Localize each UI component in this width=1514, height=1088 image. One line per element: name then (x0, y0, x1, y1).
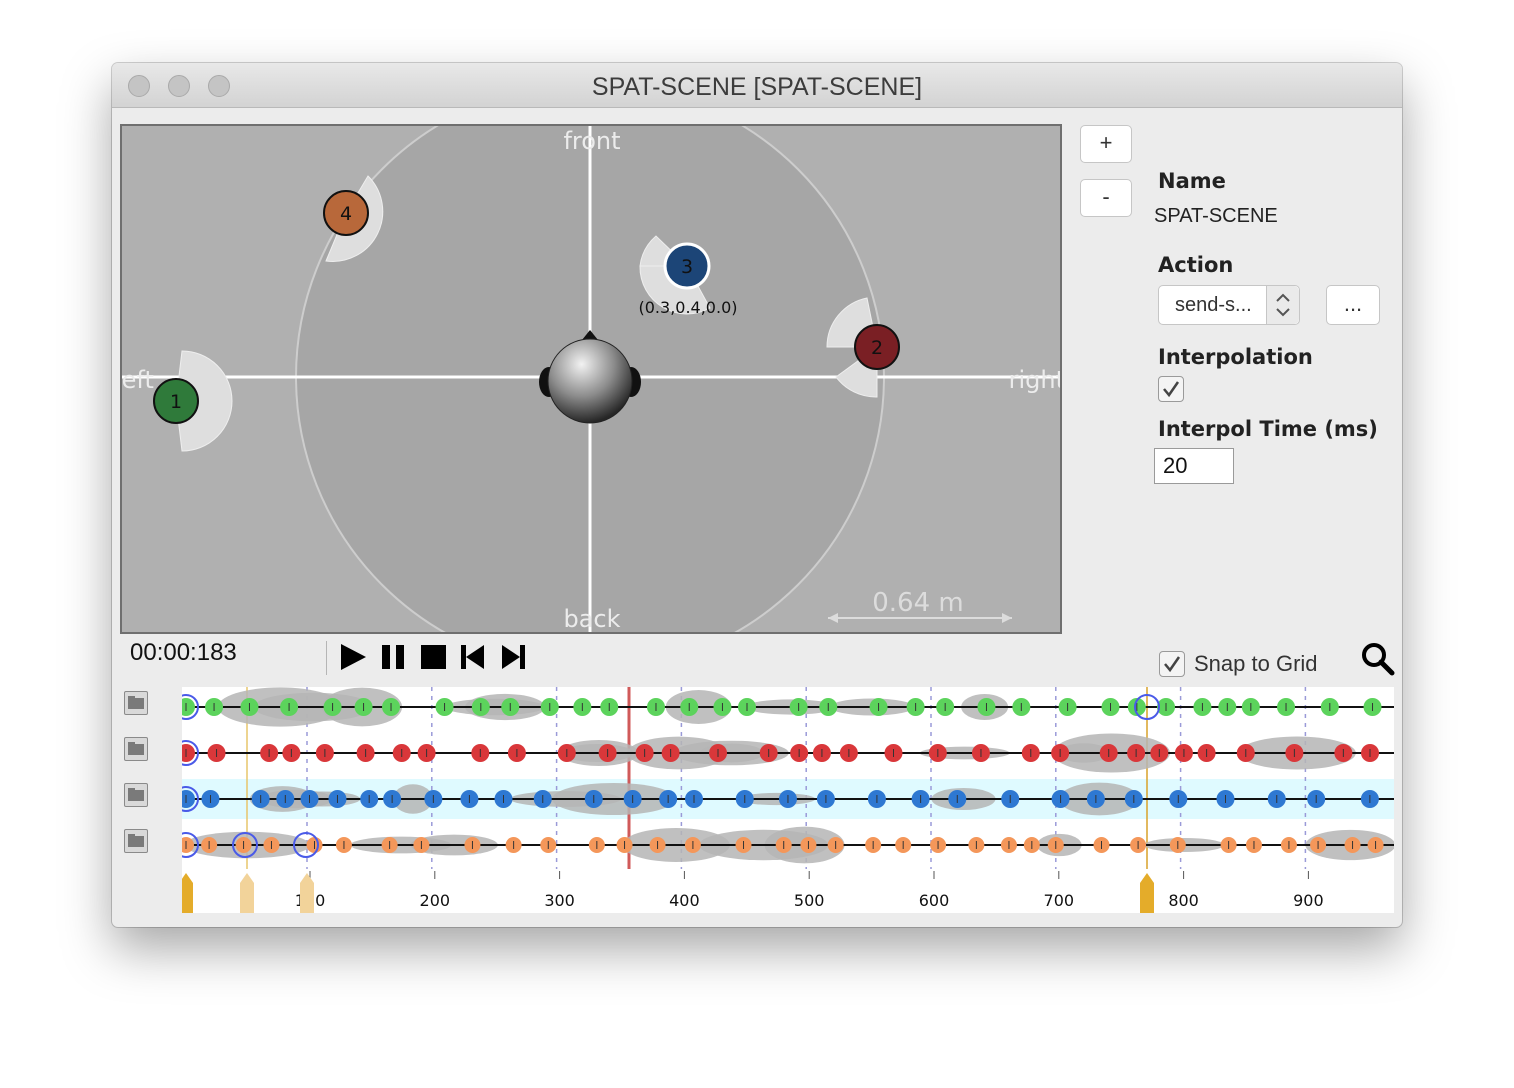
spat-scene-window: SPAT-SCENE [SPAT-SCENE] front back left … (112, 63, 1402, 927)
timeline-editor[interactable]: 100200300400500600700800900 (182, 687, 1394, 913)
front-label: front (563, 127, 620, 155)
selected-keyframe[interactable] (182, 694, 199, 720)
ruler-tick-label: 600 (919, 891, 950, 910)
svg-text:4: 4 (340, 203, 352, 225)
source-1[interactable]: 1 (153, 378, 199, 424)
checkmark-icon (1163, 381, 1180, 398)
svg-text:3: 3 (681, 256, 693, 278)
svg-text:2: 2 (871, 337, 883, 359)
interpolation-checkbox[interactable] (1158, 376, 1184, 402)
scene-border (120, 124, 1062, 634)
source-3[interactable]: 3 (663, 242, 711, 290)
folder-icon (128, 788, 144, 801)
ruler-tick-label: 900 (1293, 891, 1324, 910)
time-display: 00:00:183 (130, 639, 237, 666)
ruler-tick-label: 200 (420, 891, 451, 910)
interpolation-label: Interpolation (1158, 345, 1313, 369)
track-1-folder-button[interactable] (124, 691, 148, 715)
toolbar-separator (326, 641, 327, 675)
selected-keyframe[interactable] (182, 832, 199, 858)
source-2[interactable]: 2 (854, 324, 900, 370)
scale-label: 0.64 m (872, 588, 963, 618)
folder-icon (128, 696, 144, 709)
keyframe-point[interactable] (182, 837, 194, 853)
timeline-track-3[interactable] (182, 782, 1394, 816)
ruler-tick-label: 300 (544, 891, 575, 910)
timeline-marker[interactable] (240, 873, 254, 913)
play-icon[interactable] (338, 641, 370, 673)
timeline-track-1[interactable] (182, 687, 1394, 727)
add-source-button[interactable]: + (1080, 125, 1132, 163)
selected-keyframe[interactable] (293, 832, 319, 858)
source-4[interactable]: 4 (323, 190, 369, 236)
left-label: left (120, 366, 154, 394)
right-label: right (1009, 366, 1062, 394)
timeline-marker[interactable] (1140, 873, 1154, 913)
snap-to-grid-checkbox[interactable] (1159, 651, 1185, 677)
spatial-scene-view[interactable]: front back left right 0.64 m (120, 124, 1062, 634)
window-title: SPAT-SCENE [SPAT-SCENE] (591, 73, 923, 101)
back-label: back (563, 605, 620, 633)
timeline-track-2[interactable] (182, 733, 1394, 773)
action-select-value: send-s... (1175, 294, 1252, 316)
interpol-time-input[interactable]: 20 (1154, 448, 1234, 484)
stop-icon[interactable] (418, 641, 450, 673)
folder-icon (128, 742, 144, 755)
checkmark-icon (1164, 656, 1181, 673)
skip-forward-icon[interactable] (498, 641, 530, 673)
minimize-window-button[interactable] (168, 75, 190, 97)
timeline-marker[interactable] (182, 873, 193, 913)
listener-head-icon[interactable] (539, 330, 641, 424)
action-label: Action (1158, 253, 1234, 277)
action-more-button[interactable]: ... (1326, 285, 1380, 325)
skip-back-icon[interactable] (458, 641, 490, 673)
ruler-tick-label: 500 (794, 891, 825, 910)
track-4-folder-button[interactable] (124, 829, 148, 853)
pause-icon[interactable] (378, 641, 410, 673)
keyframe-point[interactable] (182, 744, 195, 762)
selected-keyframe[interactable] (182, 740, 199, 766)
close-window-button[interactable] (128, 75, 150, 97)
selected-keyframe[interactable] (232, 832, 258, 858)
name-value: SPAT-SCENE (1154, 205, 1278, 227)
action-stepper[interactable] (1266, 286, 1299, 324)
title-bar: SPAT-SCENE [SPAT-SCENE] (112, 63, 1402, 108)
track-2-folder-button[interactable] (124, 737, 148, 761)
track-3-folder-button[interactable] (124, 783, 148, 807)
up-down-chevron-icon (1276, 293, 1290, 317)
action-select[interactable]: send-s... (1158, 285, 1300, 325)
source-3-coords: (0.3,0.4,0.0) (639, 298, 738, 317)
name-label: Name (1158, 169, 1226, 193)
keyframe-point[interactable] (182, 790, 195, 808)
ruler-tick-label: 700 (1044, 891, 1075, 910)
snap-to-grid-label: Snap to Grid (1194, 651, 1318, 676)
zoom-magnifier-icon[interactable] (1360, 641, 1396, 677)
timeline-marker[interactable] (300, 873, 314, 913)
svg-text:1: 1 (170, 391, 182, 413)
zoom-window-button[interactable] (208, 75, 230, 97)
selected-keyframe[interactable] (1134, 694, 1160, 720)
remove-source-button[interactable]: - (1080, 179, 1132, 217)
timeline-track-4[interactable] (182, 826, 1394, 864)
interpol-time-label: Interpol Time (ms) (1158, 417, 1378, 441)
ruler-tick-label: 800 (1168, 891, 1199, 910)
ruler-tick-label: 400 (669, 891, 700, 910)
selected-keyframe[interactable] (182, 786, 199, 812)
folder-icon (128, 834, 144, 847)
keyframe-point[interactable] (182, 698, 195, 716)
source-1-aperture (175, 350, 233, 452)
